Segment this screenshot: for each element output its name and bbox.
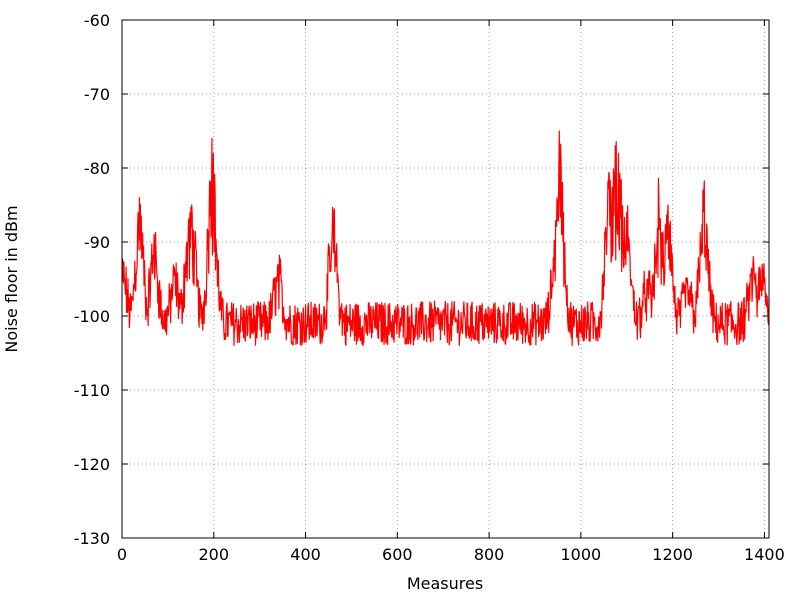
series	[121, 130, 770, 347]
x-tick-label: 200	[198, 545, 229, 564]
y-tick-label: -100	[74, 307, 110, 326]
x-tick-label: 400	[290, 545, 321, 564]
tick-labels: 0 200 400 600 800 1000 1200 1400 -130 -120 -110 -10…	[74, 11, 785, 564]
y-tick-label: -70	[84, 85, 110, 104]
y-tick-label: -90	[84, 233, 110, 252]
x-tick-label: 0	[117, 545, 127, 564]
x-tick-label: 1000	[561, 545, 602, 564]
y-tick-label: -110	[74, 381, 110, 400]
y-tick-label: -130	[74, 529, 110, 548]
y-axis-title: Noise floor in dBm	[2, 205, 21, 352]
x-axis-title: Measures	[407, 574, 483, 593]
x-tick-label: 600	[382, 545, 413, 564]
x-tick-label: 1400	[744, 545, 785, 564]
noise-floor-series	[121, 130, 770, 347]
plot-frame	[121, 19, 770, 539]
y-tick-label: -120	[74, 455, 110, 474]
y-tick-label: -80	[84, 159, 110, 178]
x-tick-label: 800	[474, 545, 505, 564]
x-tick-label: 1200	[652, 545, 693, 564]
y-tick-label: -60	[84, 11, 110, 30]
